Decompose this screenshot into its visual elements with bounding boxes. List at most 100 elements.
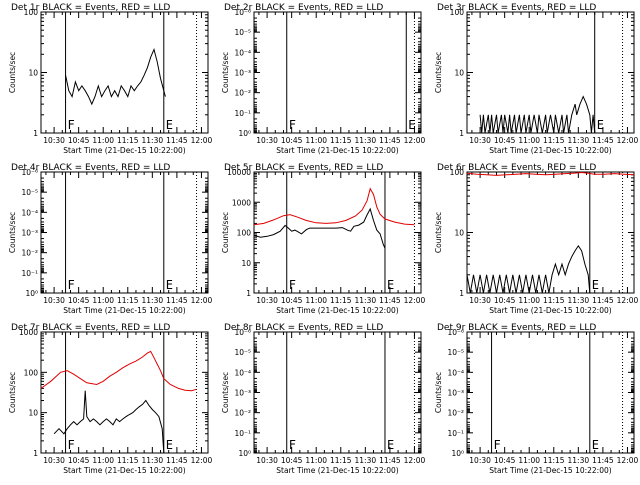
- flare-start-marker: F: [289, 118, 296, 132]
- y-tick-label: 10⁻³: [447, 389, 464, 398]
- y-tick-label: 10⁻⁴: [234, 48, 251, 57]
- x-tick-label: 11:45: [592, 136, 614, 145]
- y-tick-label: 1: [459, 289, 464, 298]
- y-tick-label: 10⁻⁵: [447, 348, 464, 357]
- y-tick-label: 10⁻⁶: [234, 328, 251, 337]
- x-axis-label: Start Time (21-Dec-15 10:22:00): [63, 466, 185, 475]
- chart-title: Det 5r BLACK = Events, RED = LLD: [224, 163, 383, 173]
- y-tick-label: 10⁻⁶: [234, 8, 251, 17]
- y-tick-label: 10⁻²: [447, 409, 464, 418]
- x-tick-label: 11:45: [592, 296, 614, 305]
- chart-panel-4: Det 4r BLACK = Events, RED = LLD Counts/s…: [8, 163, 212, 315]
- chart-panel-8: Det 8r BLACK = Events, RED = LLD Counts/s…: [221, 323, 425, 475]
- y-tick-label: 10: [28, 69, 38, 78]
- events-series-line: [466, 245, 591, 294]
- chart-panel-2: Det 2r BLACK = Events, RED = LLD Counts/s…: [221, 3, 425, 155]
- flare-end-marker: E: [592, 438, 599, 452]
- x-tick-label: 11:30: [142, 296, 164, 305]
- flare-end-marker: E: [592, 278, 599, 292]
- chart-panel-1: Det 1r BLACK = Events, RED = LLD Counts/s…: [8, 3, 212, 155]
- plot-frame: [253, 11, 422, 134]
- x-axis-label: Start Time (21-Dec-15 10:22:00): [489, 146, 611, 155]
- x-tick-label: 11:15: [117, 296, 139, 305]
- flare-end-marker: E: [166, 278, 173, 292]
- y-tick-label: 10000: [227, 168, 251, 177]
- x-tick-label: 11:45: [166, 456, 188, 465]
- y-tick-label: 10⁻⁶: [447, 328, 464, 337]
- x-tick-label: 10:45: [281, 456, 303, 465]
- chart-title: Det 9r BLACK = Events, RED = LLD: [437, 323, 596, 333]
- chart-title: Det 3r BLACK = Events, RED = LLD: [437, 3, 596, 13]
- y-tick-label: 1: [33, 449, 38, 458]
- chart-panel-3: Det 3r BLACK = Events, RED = LLD Counts/s…: [434, 3, 638, 155]
- x-axis-label: Start Time (21-Dec-15 10:22:00): [276, 146, 398, 155]
- y-axis-label: Counts/sec: [434, 212, 443, 253]
- x-tick-label: 11:15: [543, 296, 565, 305]
- x-tick-label: 11:00: [305, 456, 327, 465]
- x-axis-label: Start Time (21-Dec-15 10:22:00): [63, 146, 185, 155]
- y-tick-label: 10⁻²: [234, 89, 251, 98]
- x-tick-label: 11:15: [330, 136, 352, 145]
- x-tick-label: 10:45: [494, 296, 516, 305]
- flare-end-marker: E: [408, 118, 415, 132]
- y-tick-label: 10: [454, 229, 464, 238]
- y-tick-label: 10: [241, 259, 251, 268]
- y-tick-label: 10⁻¹: [234, 109, 251, 118]
- chart-panel-6: Det 6r BLACK = Events, RED = LLD Counts/s…: [434, 163, 638, 315]
- x-tick-label: 12:00: [617, 136, 639, 145]
- y-tick-label: 10⁻²: [21, 249, 38, 258]
- y-tick-label: 10⁻⁶: [21, 168, 38, 177]
- flare-end-marker: E: [387, 278, 394, 292]
- chart-panel-7: Det 7r BLACK = Events, RED = LLD Counts/s…: [8, 323, 212, 475]
- x-tick-label: 12:00: [404, 136, 426, 145]
- y-tick-label: 100: [24, 8, 39, 17]
- x-tick-label: 10:45: [68, 456, 90, 465]
- x-tick-label: 11:45: [379, 136, 401, 145]
- x-tick-label: 10:30: [469, 456, 491, 465]
- y-tick-label: 10⁻²: [234, 409, 251, 418]
- plot-frame: [40, 331, 209, 454]
- events-series-line: [53, 390, 165, 454]
- x-tick-label: 11:00: [518, 296, 540, 305]
- x-tick-label: 11:30: [355, 456, 377, 465]
- x-axis-label: Start Time (21-Dec-15 10:22:00): [276, 466, 398, 475]
- x-tick-label: 12:00: [404, 296, 426, 305]
- flare-end-marker: E: [166, 438, 173, 452]
- x-axis-label: Start Time (21-Dec-15 10:22:00): [63, 306, 185, 315]
- y-axis-label: Counts/sec: [8, 52, 17, 93]
- chart-title: Det 4r BLACK = Events, RED = LLD: [11, 163, 170, 173]
- x-tick-label: 10:30: [256, 456, 278, 465]
- x-tick-label: 11:15: [330, 456, 352, 465]
- plot-frame: [253, 331, 422, 454]
- chart-title: Det 8r BLACK = Events, RED = LLD: [224, 323, 383, 333]
- y-tick-label: 10⁻⁵: [234, 348, 251, 357]
- x-tick-label: 11:30: [142, 456, 164, 465]
- x-tick-label: 10:30: [43, 136, 65, 145]
- x-tick-label: 10:45: [494, 456, 516, 465]
- x-tick-label: 12:00: [617, 296, 639, 305]
- x-tick-label: 10:30: [469, 136, 491, 145]
- plot-frame: [253, 171, 422, 294]
- x-tick-label: 10:45: [494, 136, 516, 145]
- y-tick-label: 10⁻³: [21, 229, 38, 238]
- x-axis-label: Start Time (21-Dec-15 10:22:00): [276, 306, 398, 315]
- x-tick-label: 11:00: [518, 136, 540, 145]
- y-tick-label: 10: [28, 409, 38, 418]
- flare-start-marker: F: [68, 278, 75, 292]
- x-tick-label: 12:00: [617, 456, 639, 465]
- y-tick-label: 1: [33, 129, 38, 138]
- y-tick-label: 10⁰: [25, 289, 38, 298]
- x-tick-label: 11:00: [92, 456, 114, 465]
- x-tick-label: 10:30: [256, 296, 278, 305]
- lld-series-line: [253, 187, 415, 226]
- x-tick-label: 12:00: [191, 456, 213, 465]
- x-tick-label: 11:00: [518, 456, 540, 465]
- x-tick-label: 10:30: [469, 296, 491, 305]
- y-tick-label: 10⁻³: [234, 389, 251, 398]
- x-tick-label: 10:45: [281, 296, 303, 305]
- events-series-line: [253, 207, 386, 249]
- y-axis-label: Counts/sec: [8, 372, 17, 413]
- y-tick-label: 10⁻¹: [21, 269, 38, 278]
